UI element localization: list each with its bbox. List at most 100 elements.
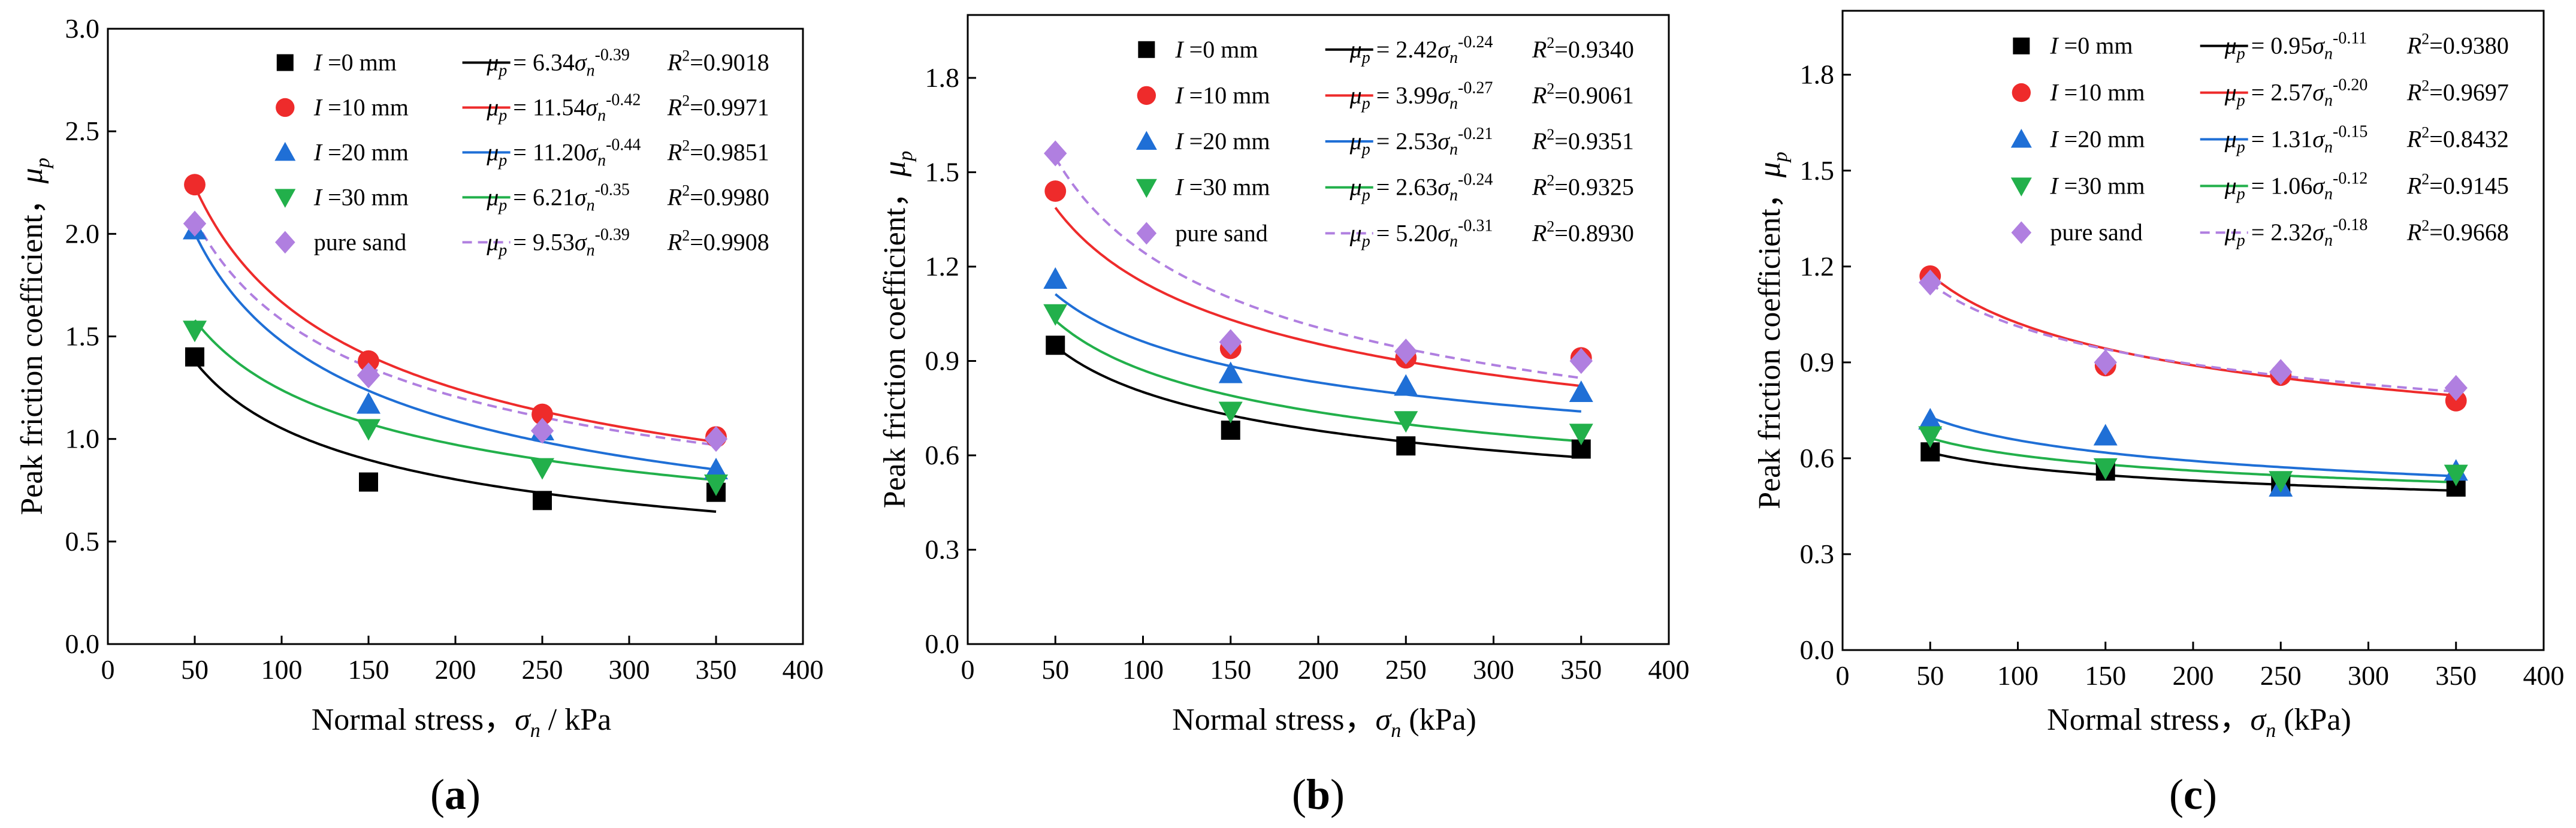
data-point-I-30mm	[2444, 464, 2468, 486]
r-squared-pure-sand: R2=0.8930	[1532, 217, 1634, 246]
r-squared-pure-sand: R2=0.9668	[2406, 217, 2509, 246]
fit-equation-I-0mm: μp = 6.34σn-0.39	[486, 46, 630, 80]
r-squared-I-10mm: R2=0.9697	[2406, 77, 2509, 106]
legend-label-I-20mm: I =20 mm	[2049, 125, 2145, 152]
y-axis-label: Peak friction coefficient，μp	[1753, 152, 1792, 509]
fit-curve-I-0mm	[194, 360, 717, 513]
r-squared-pure-sand: R2=0.9908	[667, 226, 769, 255]
legend-label-I-0mm: I =0 mm	[1174, 36, 1258, 63]
data-point-pure-sand	[1044, 140, 1067, 167]
x-tick-label: 50	[181, 654, 209, 685]
data-point-I-10mm	[184, 174, 206, 196]
data-point-I-20mm	[1218, 361, 1243, 383]
fit-equation-I-0mm: μp = 2.42σn-0.24	[1349, 33, 1493, 67]
fit-equation-I-20mm: μp = 1.31σn-0.15	[2224, 122, 2368, 156]
x-tick-label: 350	[696, 654, 737, 685]
legend-label-I-10mm: I =10 mm	[1174, 81, 1270, 108]
fit-equation-I-30mm: μp = 2.63σn-0.24	[1349, 171, 1493, 205]
r-squared-I-0mm: R2=0.9380	[2406, 31, 2509, 59]
data-point-I-20mm	[1918, 407, 1943, 430]
legend-label-I-30mm: I =30 mm	[313, 183, 409, 210]
fit-curve-I-10mm	[1054, 207, 1582, 388]
fit-equation-I-30mm: μp = 1.06σn-0.12	[2224, 169, 2368, 203]
fit-equation-I-0mm: μp = 0.95σn-0.11	[2224, 29, 2367, 64]
fit-equation-I-20mm: μp = 2.53σn-0.21	[1349, 125, 1493, 159]
y-axis-label: Peak friction coefficient，μp	[878, 151, 917, 509]
data-point-pure-sand	[1569, 347, 1593, 374]
x-tick-label: 150	[2085, 660, 2126, 691]
legend-label-pure-sand: pure sand	[314, 228, 406, 255]
data-point-pure-sand	[2094, 349, 2117, 376]
data-point-pure-sand	[1219, 329, 1242, 355]
legend-marker-I-0mm	[276, 54, 294, 71]
legend-label-I-10mm: I =10 mm	[313, 93, 409, 120]
fit-curve-I-30mm	[1054, 319, 1581, 443]
plot-frame	[1841, 10, 2545, 651]
data-point-I-30mm	[1043, 304, 1068, 326]
legend-marker-pure-sand	[275, 231, 295, 254]
y-tick-label: 0.0	[65, 628, 100, 659]
fit-curve-pure-sand	[194, 218, 717, 446]
x-tick-label: 150	[348, 654, 389, 685]
fit-curve-I-20mm	[194, 232, 717, 471]
fit-curve-I-0mm	[1055, 345, 1581, 459]
x-tick-label: 150	[1210, 654, 1251, 685]
legend-marker-I-30mm	[1136, 179, 1157, 198]
panel-label: (a)	[430, 770, 481, 818]
y-tick-label: 0.0	[925, 628, 960, 659]
y-tick-label: 1.8	[1800, 59, 1835, 90]
data-point-I-20mm	[357, 392, 380, 414]
y-tick-label: 1.8	[925, 62, 960, 93]
legend-label-pure-sand: pure sand	[1175, 219, 1267, 246]
legend-marker-pure-sand	[2011, 221, 2032, 244]
r-squared-I-20mm: R2=0.9851	[667, 137, 769, 165]
fit-curve-I-20mm	[1055, 293, 1581, 413]
data-point-I-10mm	[531, 403, 553, 425]
data-point-I-30mm	[1918, 426, 1943, 448]
x-tick-label: 0	[101, 654, 115, 685]
data-point-I-0mm	[533, 491, 552, 510]
data-point-pure-sand	[357, 362, 380, 389]
data-point-pure-sand	[2444, 374, 2468, 401]
legend-marker-I-20mm	[1136, 131, 1157, 150]
legend-label-pure-sand: pure sand	[2050, 219, 2142, 246]
fit-equation-pure-sand: μp = 5.20σn-0.31	[1349, 216, 1493, 250]
y-tick-label: 0.3	[1800, 539, 1835, 569]
fit-equation-I-10mm: μp = 2.57σn-0.20	[2224, 76, 2368, 110]
r-squared-I-0mm: R2=0.9340	[1532, 34, 1634, 63]
data-point-I-30mm	[530, 458, 554, 480]
x-tick-label: 200	[2173, 660, 2214, 691]
fit-equation-pure-sand: μp = 2.32σn-0.18	[2224, 216, 2368, 250]
x-tick-label: 400	[2523, 660, 2565, 691]
fit-equation-I-10mm: μp = 11.54σn-0.42	[486, 90, 641, 125]
fit-curve-I-10mm	[1929, 273, 2456, 397]
fit-curve-pure-sand	[1929, 282, 2456, 393]
y-tick-label: 0.9	[925, 346, 960, 376]
data-point-I-30mm	[1218, 401, 1243, 424]
x-tick-label: 400	[1648, 654, 1690, 685]
data-point-I-30mm	[1569, 424, 1593, 446]
x-tick-label: 250	[1385, 654, 1427, 685]
panel-label: (b)	[1292, 770, 1345, 818]
y-tick-label: 1.0	[65, 424, 100, 454]
chart-panel-a: 0 50 100 150 200 250 300 350 400 0.0 0.5 1.0 1.5 2.0 2…	[15, 13, 824, 818]
legend-marker-I-20mm	[274, 141, 296, 161]
legend-label-I-10mm: I =10 mm	[2049, 79, 2145, 106]
x-tick-label: 250	[522, 654, 563, 685]
x-tick-label: 300	[609, 654, 650, 685]
data-point-pure-sand	[1919, 269, 1942, 296]
data-point-pure-sand	[1394, 339, 1418, 365]
legend-label-I-0mm: I =0 mm	[313, 49, 397, 75]
chart-panel-c: 0 50 100 150 200 250 300 350 400 0.0 0.3 0.6 0.9 1.2 1…	[1753, 10, 2565, 818]
data-point-pure-sand	[2269, 359, 2293, 385]
fit-curve-pure-sand	[1054, 157, 1582, 379]
fit-equation-I-30mm: μp = 6.21σn-0.35	[486, 180, 630, 214]
data-point-I-20mm	[1569, 380, 1593, 402]
legend-marker-I-0mm	[1138, 41, 1155, 58]
panel-label: (c)	[2169, 770, 2217, 818]
data-point-I-0mm	[185, 347, 204, 367]
r-squared-I-30mm: R2=0.9145	[2406, 170, 2509, 199]
y-axis-label: Peak friction coefficient，μp	[15, 158, 54, 515]
data-point-I-20mm	[1394, 374, 1418, 396]
